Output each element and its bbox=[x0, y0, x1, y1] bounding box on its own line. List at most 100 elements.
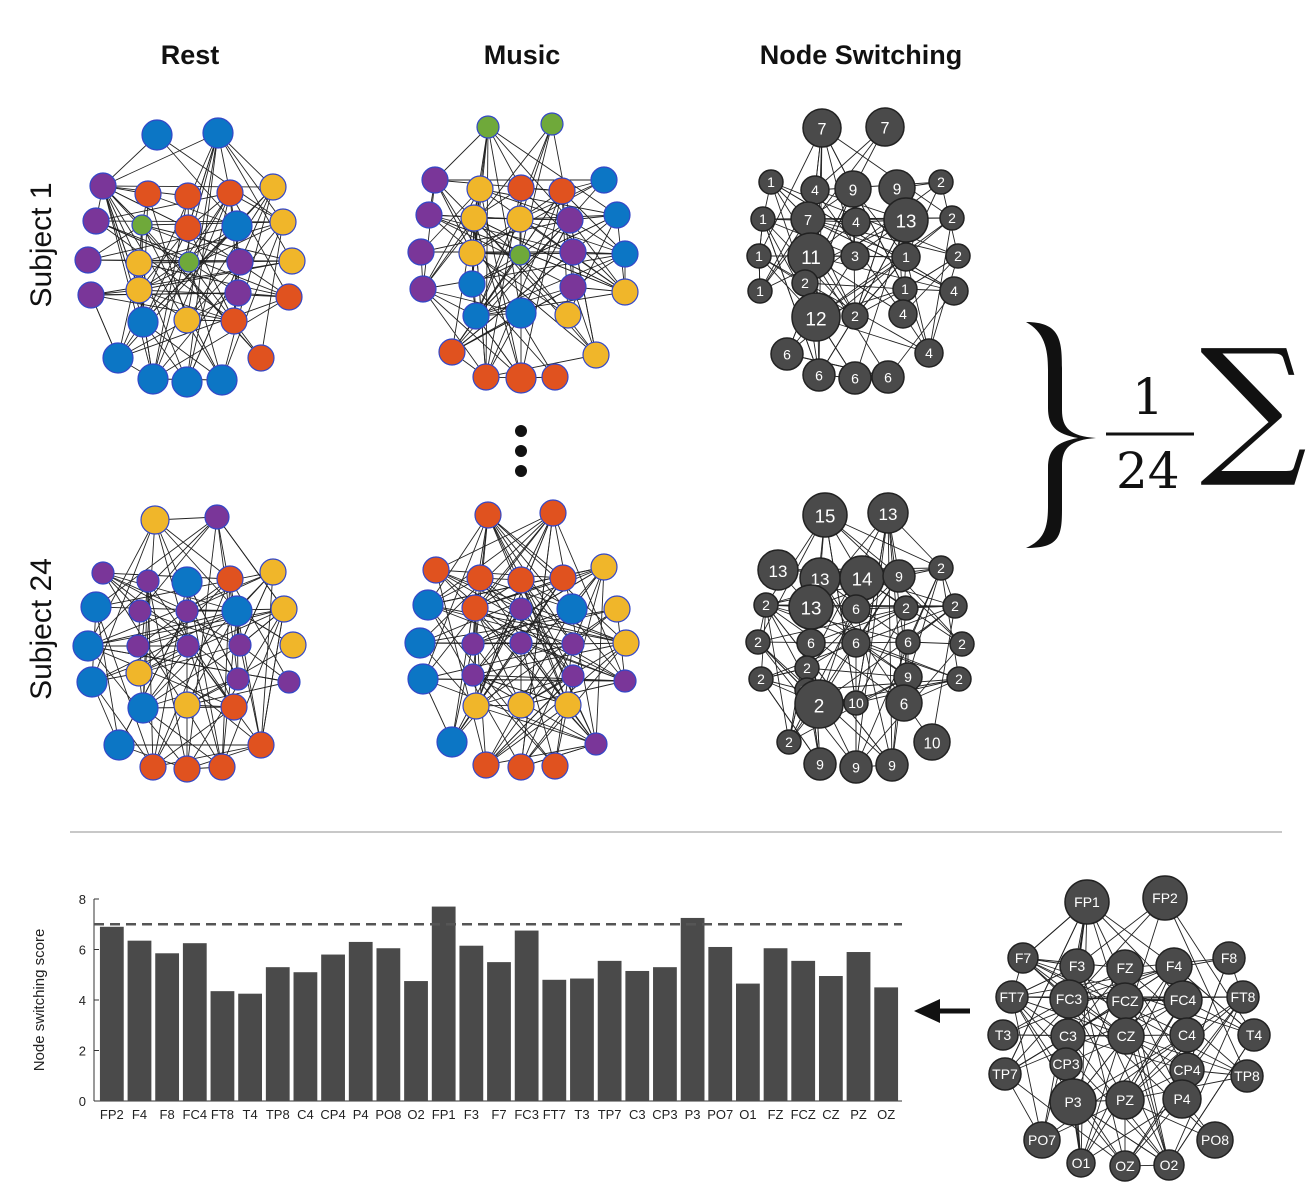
network-node: 6 bbox=[885, 684, 923, 722]
network-edge bbox=[117, 296, 290, 359]
electrode-label: C4 bbox=[1178, 1027, 1196, 1043]
network-edge bbox=[427, 604, 627, 644]
network-edge bbox=[422, 179, 436, 290]
node-label: 6 bbox=[783, 347, 791, 363]
network-node bbox=[174, 214, 202, 242]
bar-c4 bbox=[293, 972, 318, 1101]
node-label: 4 bbox=[811, 182, 819, 198]
network-edge bbox=[435, 569, 564, 579]
network-edge bbox=[479, 577, 574, 677]
network-edge bbox=[572, 566, 605, 645]
network-edge bbox=[1022, 957, 1188, 1036]
bar-cz bbox=[818, 976, 843, 1101]
electrode-tp8: TP8 bbox=[1230, 1059, 1264, 1093]
network-edge bbox=[1080, 965, 1175, 1164]
network-edge bbox=[487, 514, 574, 677]
network-node bbox=[590, 553, 618, 581]
electrode-label: P4 bbox=[1173, 1091, 1190, 1107]
electrode-label: TP8 bbox=[1234, 1068, 1260, 1084]
network-node: 2 bbox=[928, 169, 954, 195]
network-edge bbox=[422, 643, 574, 680]
network-node bbox=[206, 364, 238, 396]
network-node: 2 bbox=[748, 666, 774, 692]
network-node bbox=[125, 276, 153, 304]
network-edge bbox=[152, 221, 284, 380]
electrode-tp7: TP7 bbox=[988, 1057, 1022, 1091]
electrode-fc3: FC3 bbox=[1049, 979, 1089, 1019]
node-label: 1 bbox=[902, 249, 910, 265]
network-node: 1 bbox=[891, 242, 921, 272]
node-label: 9 bbox=[895, 569, 903, 585]
network-edge bbox=[1080, 1098, 1183, 1164]
network-edge bbox=[216, 516, 285, 610]
node-label: 9 bbox=[849, 182, 858, 199]
network-edge bbox=[137, 610, 238, 647]
network-edge bbox=[87, 225, 238, 261]
network-node bbox=[474, 501, 502, 529]
network-node bbox=[461, 632, 485, 656]
network-edge bbox=[1168, 996, 1244, 1166]
network-edge bbox=[142, 227, 189, 323]
bar-fc4 bbox=[182, 943, 207, 1101]
node-label: 4 bbox=[925, 345, 933, 361]
node-label: 2 bbox=[762, 597, 770, 613]
sigma-symbol: ∑ bbox=[1200, 318, 1308, 492]
node-label: 6 bbox=[904, 634, 912, 650]
node-label: 9 bbox=[904, 669, 912, 685]
network-node: 6 bbox=[802, 358, 836, 392]
network-edge bbox=[152, 192, 231, 380]
node-label: 15 bbox=[815, 506, 836, 527]
network-edge bbox=[427, 514, 489, 606]
electrode-label: T4 bbox=[1246, 1027, 1263, 1043]
node-label: 13 bbox=[769, 562, 788, 581]
x-tick-label: F7 bbox=[491, 1107, 506, 1122]
node-label: 1 bbox=[767, 174, 775, 190]
network-node: 6 bbox=[895, 629, 921, 655]
network-edge bbox=[473, 217, 626, 293]
node-label: 4 bbox=[852, 214, 860, 230]
network-node bbox=[612, 629, 640, 657]
network-edge bbox=[1168, 1034, 1255, 1166]
network-edge bbox=[471, 283, 556, 378]
network-node: 4 bbox=[888, 299, 918, 329]
electrode-label: FP2 bbox=[1152, 890, 1178, 906]
network-node bbox=[507, 691, 535, 719]
node-label: 9 bbox=[893, 181, 902, 198]
node-switching-column-title: Node Switching bbox=[759, 40, 963, 70]
node-label: 1 bbox=[759, 211, 767, 227]
bar-tp8 bbox=[265, 967, 290, 1101]
y-tick-label: 0 bbox=[79, 1094, 86, 1109]
network-edge bbox=[152, 610, 238, 768]
network-node bbox=[476, 115, 500, 139]
x-tick-label: FCZ bbox=[791, 1107, 816, 1122]
network-edge bbox=[520, 643, 574, 768]
electrode-label: PZ bbox=[1116, 1092, 1134, 1108]
network-edge bbox=[87, 645, 290, 683]
electrode-label: C3 bbox=[1059, 1028, 1077, 1044]
bar-f8 bbox=[155, 953, 180, 1101]
network-node bbox=[466, 564, 494, 592]
network-edge bbox=[422, 288, 522, 379]
network-node bbox=[72, 630, 104, 662]
network-node bbox=[171, 566, 203, 598]
electrode-label: F4 bbox=[1166, 958, 1183, 974]
network-edge bbox=[138, 262, 290, 298]
network-node bbox=[539, 499, 567, 527]
node-label: 7 bbox=[818, 121, 827, 139]
x-tick-label: F4 bbox=[132, 1107, 147, 1122]
network-edge bbox=[807, 218, 959, 257]
network-edge bbox=[102, 572, 223, 768]
electrode-o2: O2 bbox=[1153, 1149, 1185, 1181]
node-label: 4 bbox=[899, 306, 907, 322]
node-label: 2 bbox=[951, 598, 959, 614]
network-node bbox=[270, 595, 298, 623]
network-node: 9 bbox=[803, 747, 837, 781]
network-edge bbox=[474, 607, 627, 644]
network-edge bbox=[520, 219, 571, 314]
electrode-ft8: FT8 bbox=[1226, 980, 1260, 1014]
network-edge bbox=[186, 516, 218, 770]
bar-po7 bbox=[708, 946, 733, 1101]
network-node bbox=[127, 306, 159, 338]
x-tick-label: FT8 bbox=[211, 1107, 234, 1122]
network-node bbox=[174, 182, 202, 210]
